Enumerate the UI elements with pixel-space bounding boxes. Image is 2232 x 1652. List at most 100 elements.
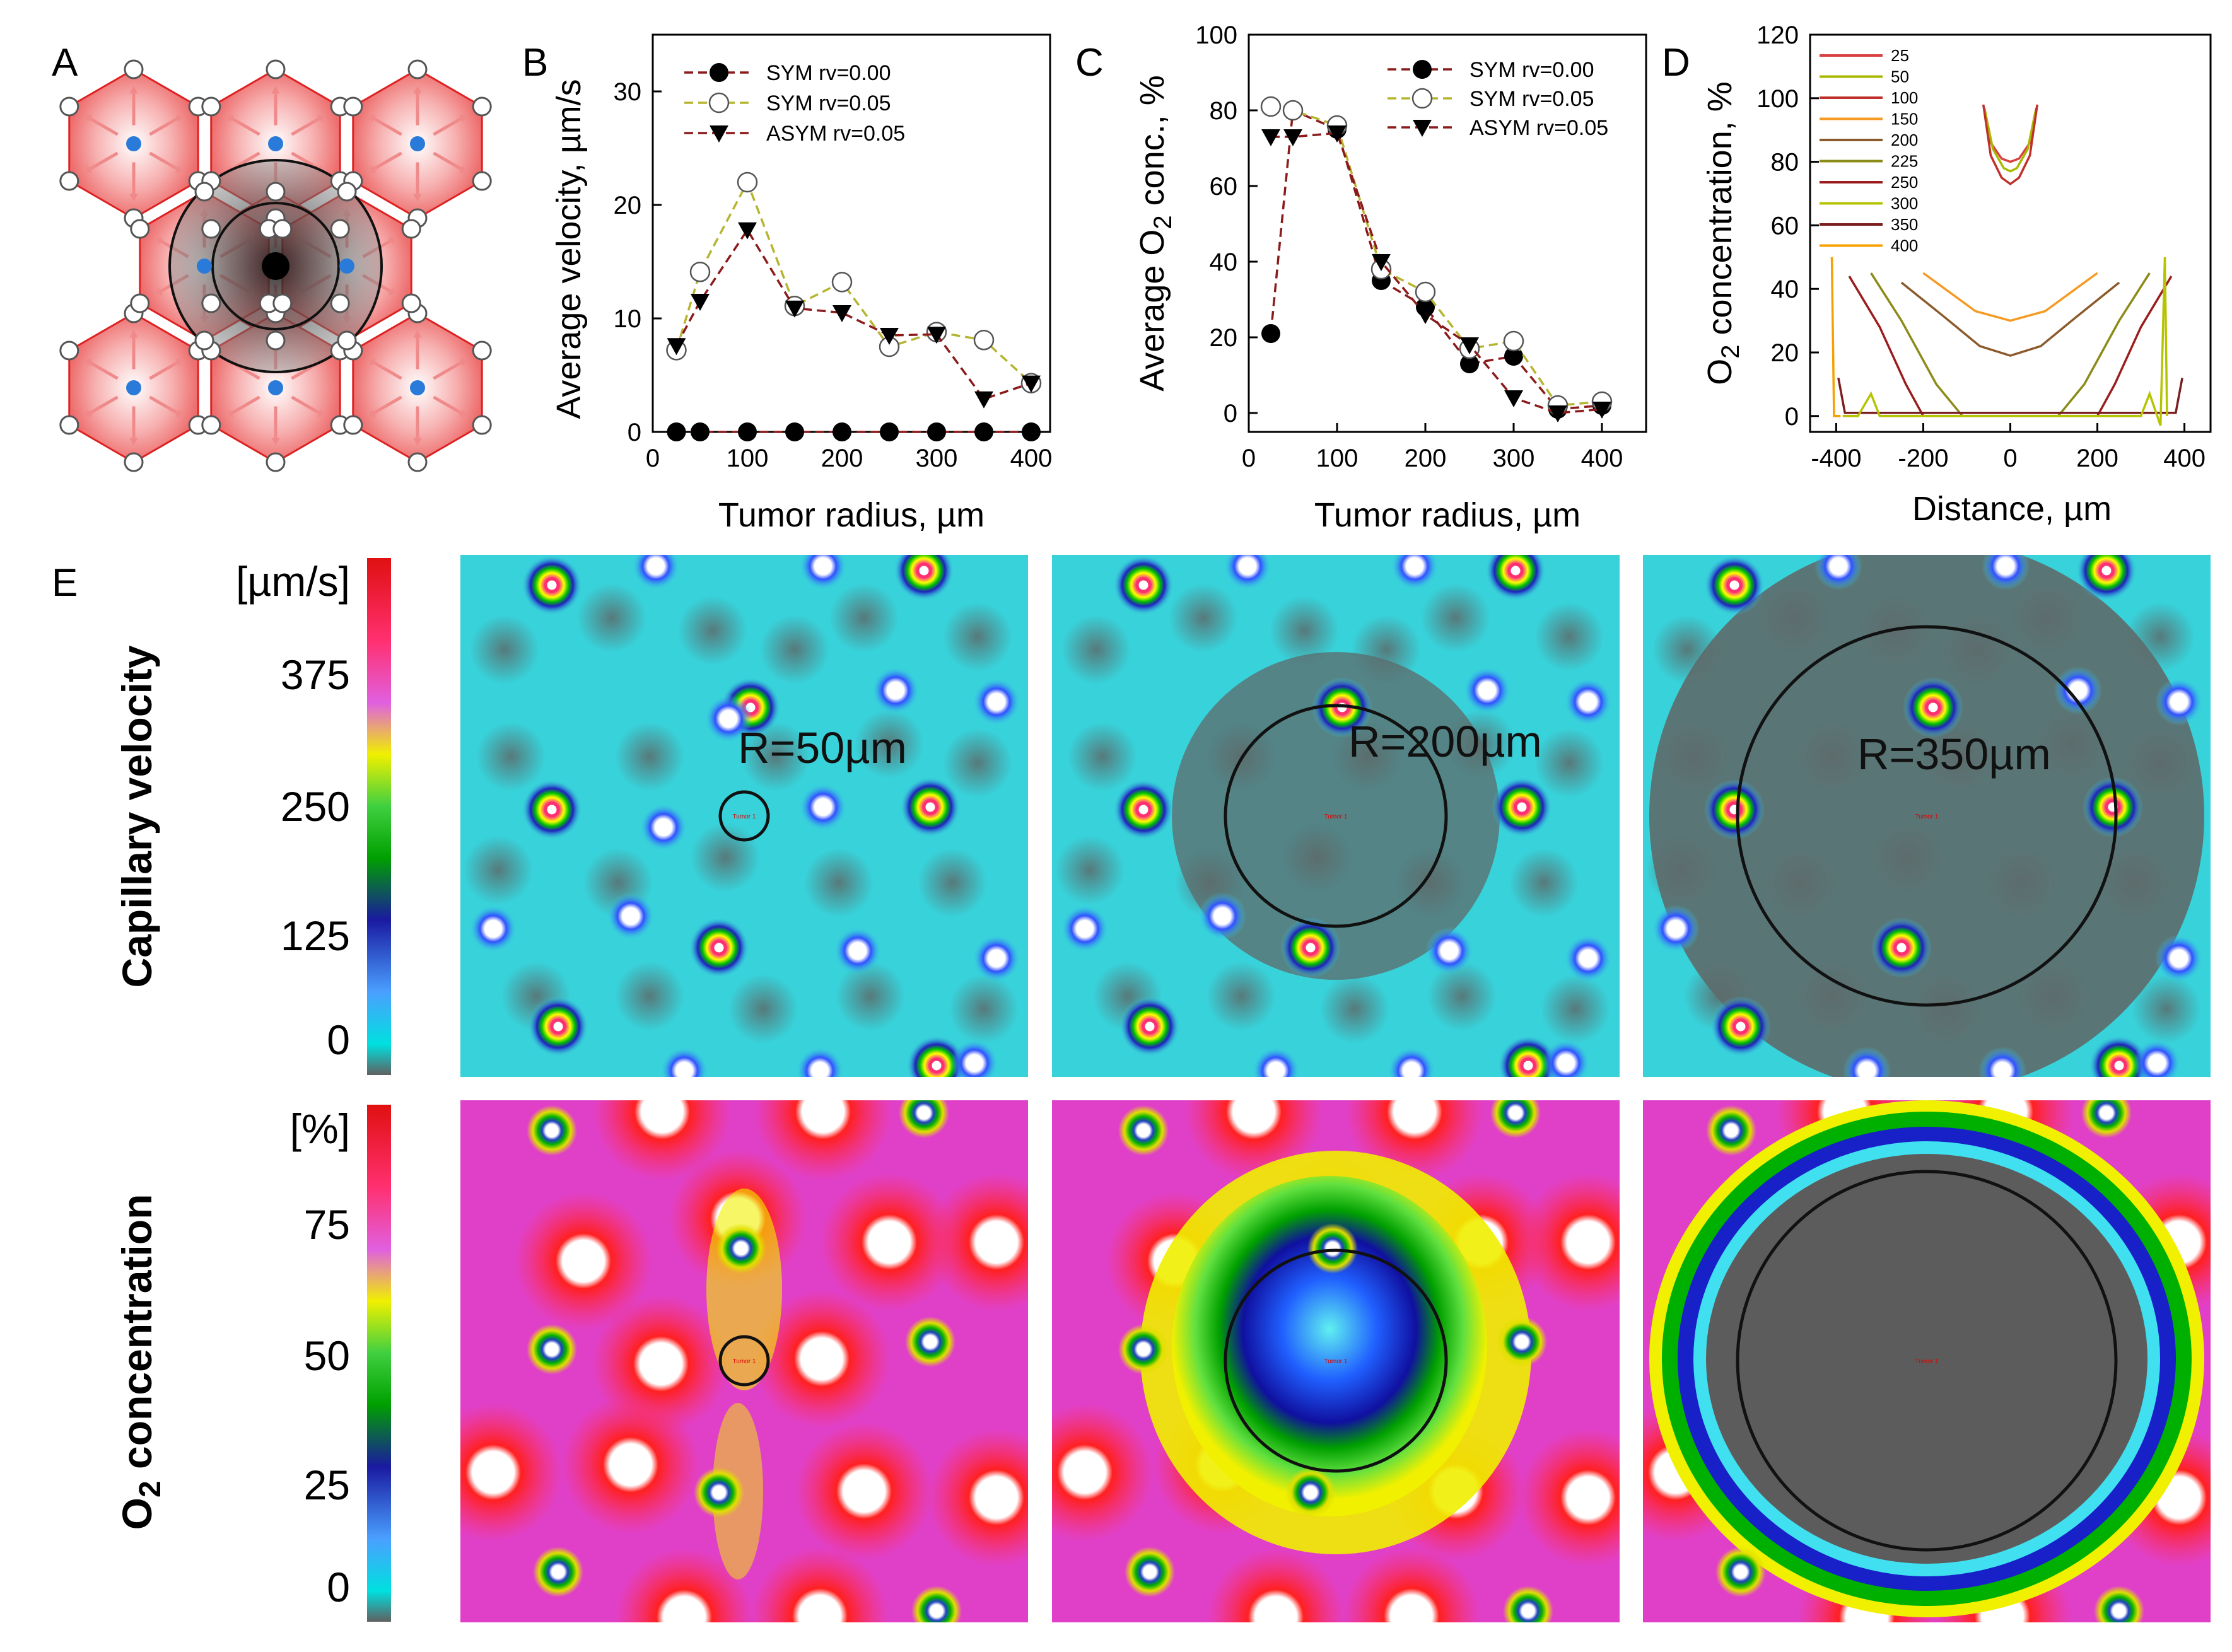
- marker-triangle-down: [738, 222, 757, 240]
- venule-spot: [1564, 678, 1612, 726]
- oxygen-sink: [1307, 1223, 1358, 1274]
- legend-label: 350: [1891, 215, 1918, 234]
- y-tick-label: 80: [1771, 149, 1799, 177]
- marker-triangle-down: [1548, 405, 1567, 422]
- flow-arrowhead: [129, 85, 138, 94]
- flow-arrowhead: [367, 358, 377, 366]
- marker-filled-circle: [1022, 422, 1041, 441]
- marker-filled-circle: [880, 422, 899, 441]
- arteriole-dot: [197, 259, 212, 274]
- chart-b-ticks: 0 100 200 300 400 0 10 20 30: [614, 78, 1053, 472]
- legend-label: 200: [1891, 131, 1918, 149]
- flow-arrow: [433, 115, 465, 136]
- tumor-center-label: Tumor 1: [1915, 813, 1939, 820]
- x-tick-label: 0: [2003, 445, 2017, 472]
- y-tick-label: 40: [1210, 248, 1238, 276]
- low-flow-region: [1421, 583, 1490, 653]
- vessel-core: [2098, 562, 2115, 579]
- flow-arrowhead: [367, 165, 377, 173]
- colorbar-tick-label: 25: [304, 1462, 350, 1508]
- flow-arrowhead: [459, 114, 468, 122]
- venule-spot: [1252, 1047, 1300, 1077]
- tumor-center-label: Tumor 1: [1324, 1358, 1348, 1365]
- flow-arrow: [370, 151, 402, 172]
- chart-c-series: [1260, 96, 1613, 422]
- venule-node: [407, 59, 428, 79]
- x-tick-label: 400: [2163, 445, 2206, 472]
- oxygen-source: [754, 1100, 892, 1181]
- marker-filled-circle: [1504, 347, 1523, 366]
- flow-arrowhead: [413, 194, 422, 202]
- x-tick-label: 100: [727, 445, 769, 472]
- venule-node: [201, 415, 221, 435]
- flow-arrowhead: [271, 85, 280, 94]
- marker-triangle-down: [691, 294, 710, 311]
- low-flow-region: [1534, 728, 1604, 798]
- chart-d-xlabel: Distance, µm: [1912, 490, 2112, 528]
- venule-spot: [1542, 1039, 1590, 1077]
- flow-arrowhead: [83, 358, 93, 366]
- profile-150: [1922, 272, 2098, 322]
- y-tick-label: 0: [1224, 400, 1237, 428]
- vessel-core: [550, 1018, 566, 1035]
- velocity-map-2: Tumor 1 R=200µm: [1052, 555, 1620, 1077]
- oxygen-source: [927, 1428, 1028, 1567]
- legend-label: SYM rv=0.00: [1469, 58, 1594, 82]
- flow-arrowhead: [367, 409, 377, 417]
- venule-node: [59, 171, 79, 191]
- marker-filled-circle: [785, 422, 804, 441]
- venule-spot: [973, 678, 1020, 726]
- venule-spot: [1425, 927, 1473, 975]
- venule-node: [130, 293, 150, 313]
- low-flow-region: [829, 583, 899, 653]
- low-flow-region: [691, 823, 760, 892]
- venule-spot: [632, 555, 680, 590]
- y-tick-label: 120: [1756, 21, 1799, 49]
- series-line: [675, 228, 1032, 400]
- venule-spot: [1391, 555, 1439, 590]
- flow-arrowhead: [83, 165, 93, 173]
- flow-arrowhead: [459, 409, 468, 417]
- flow-arrow: [228, 395, 260, 416]
- low-flow-region: [741, 722, 810, 791]
- chart-c-ylabel: Average O2 conc., %: [1133, 75, 1177, 392]
- venule-node: [472, 415, 492, 435]
- tumor-center-label: Tumor 1: [1324, 813, 1348, 820]
- marker-triangle-down: [880, 328, 899, 345]
- venule-node: [266, 330, 286, 351]
- venule-node: [407, 452, 428, 472]
- low-flow-region: [1055, 835, 1125, 905]
- venule-node: [337, 330, 357, 351]
- flow-arrowhead: [413, 329, 422, 338]
- flow-arrow: [86, 115, 119, 136]
- venule-spot: [2155, 678, 2203, 726]
- venule-node: [343, 96, 363, 117]
- venule-spot: [796, 1047, 844, 1077]
- venule-spot: [1814, 555, 1862, 590]
- venule-spot: [1978, 1047, 2026, 1077]
- marker-filled-circle: [1413, 60, 1432, 79]
- oxygen-sink: [716, 1223, 766, 1274]
- venule-node: [59, 415, 79, 435]
- flow-arrowhead: [413, 438, 422, 446]
- tumor-radius-label: R=200µm: [1348, 717, 1542, 766]
- venule-spot: [1061, 905, 1109, 953]
- colorbar-oxygen-ticks: 75 50 25 0: [304, 1201, 350, 1610]
- marker-open-circle: [1411, 88, 1433, 109]
- marker-filled-circle: [710, 63, 728, 82]
- legend-label: 400: [1891, 236, 1918, 255]
- oxygen-sink: [1497, 1317, 1547, 1367]
- oxygen-source: [561, 1395, 700, 1534]
- venule-node: [201, 96, 221, 117]
- vessel-core: [544, 577, 560, 593]
- panel-label-b: B: [522, 41, 548, 84]
- y-tick-label: 20: [1210, 324, 1238, 352]
- marker-triangle-down: [785, 300, 804, 318]
- low-flow-region: [470, 615, 539, 684]
- oxygen-source: [514, 1192, 653, 1330]
- venule-spot: [2155, 934, 2203, 982]
- oxygen-sink: [1118, 1324, 1169, 1375]
- marker-open-circle: [737, 172, 758, 193]
- oxygen-map-3: Tumor 1: [1643, 1100, 2211, 1622]
